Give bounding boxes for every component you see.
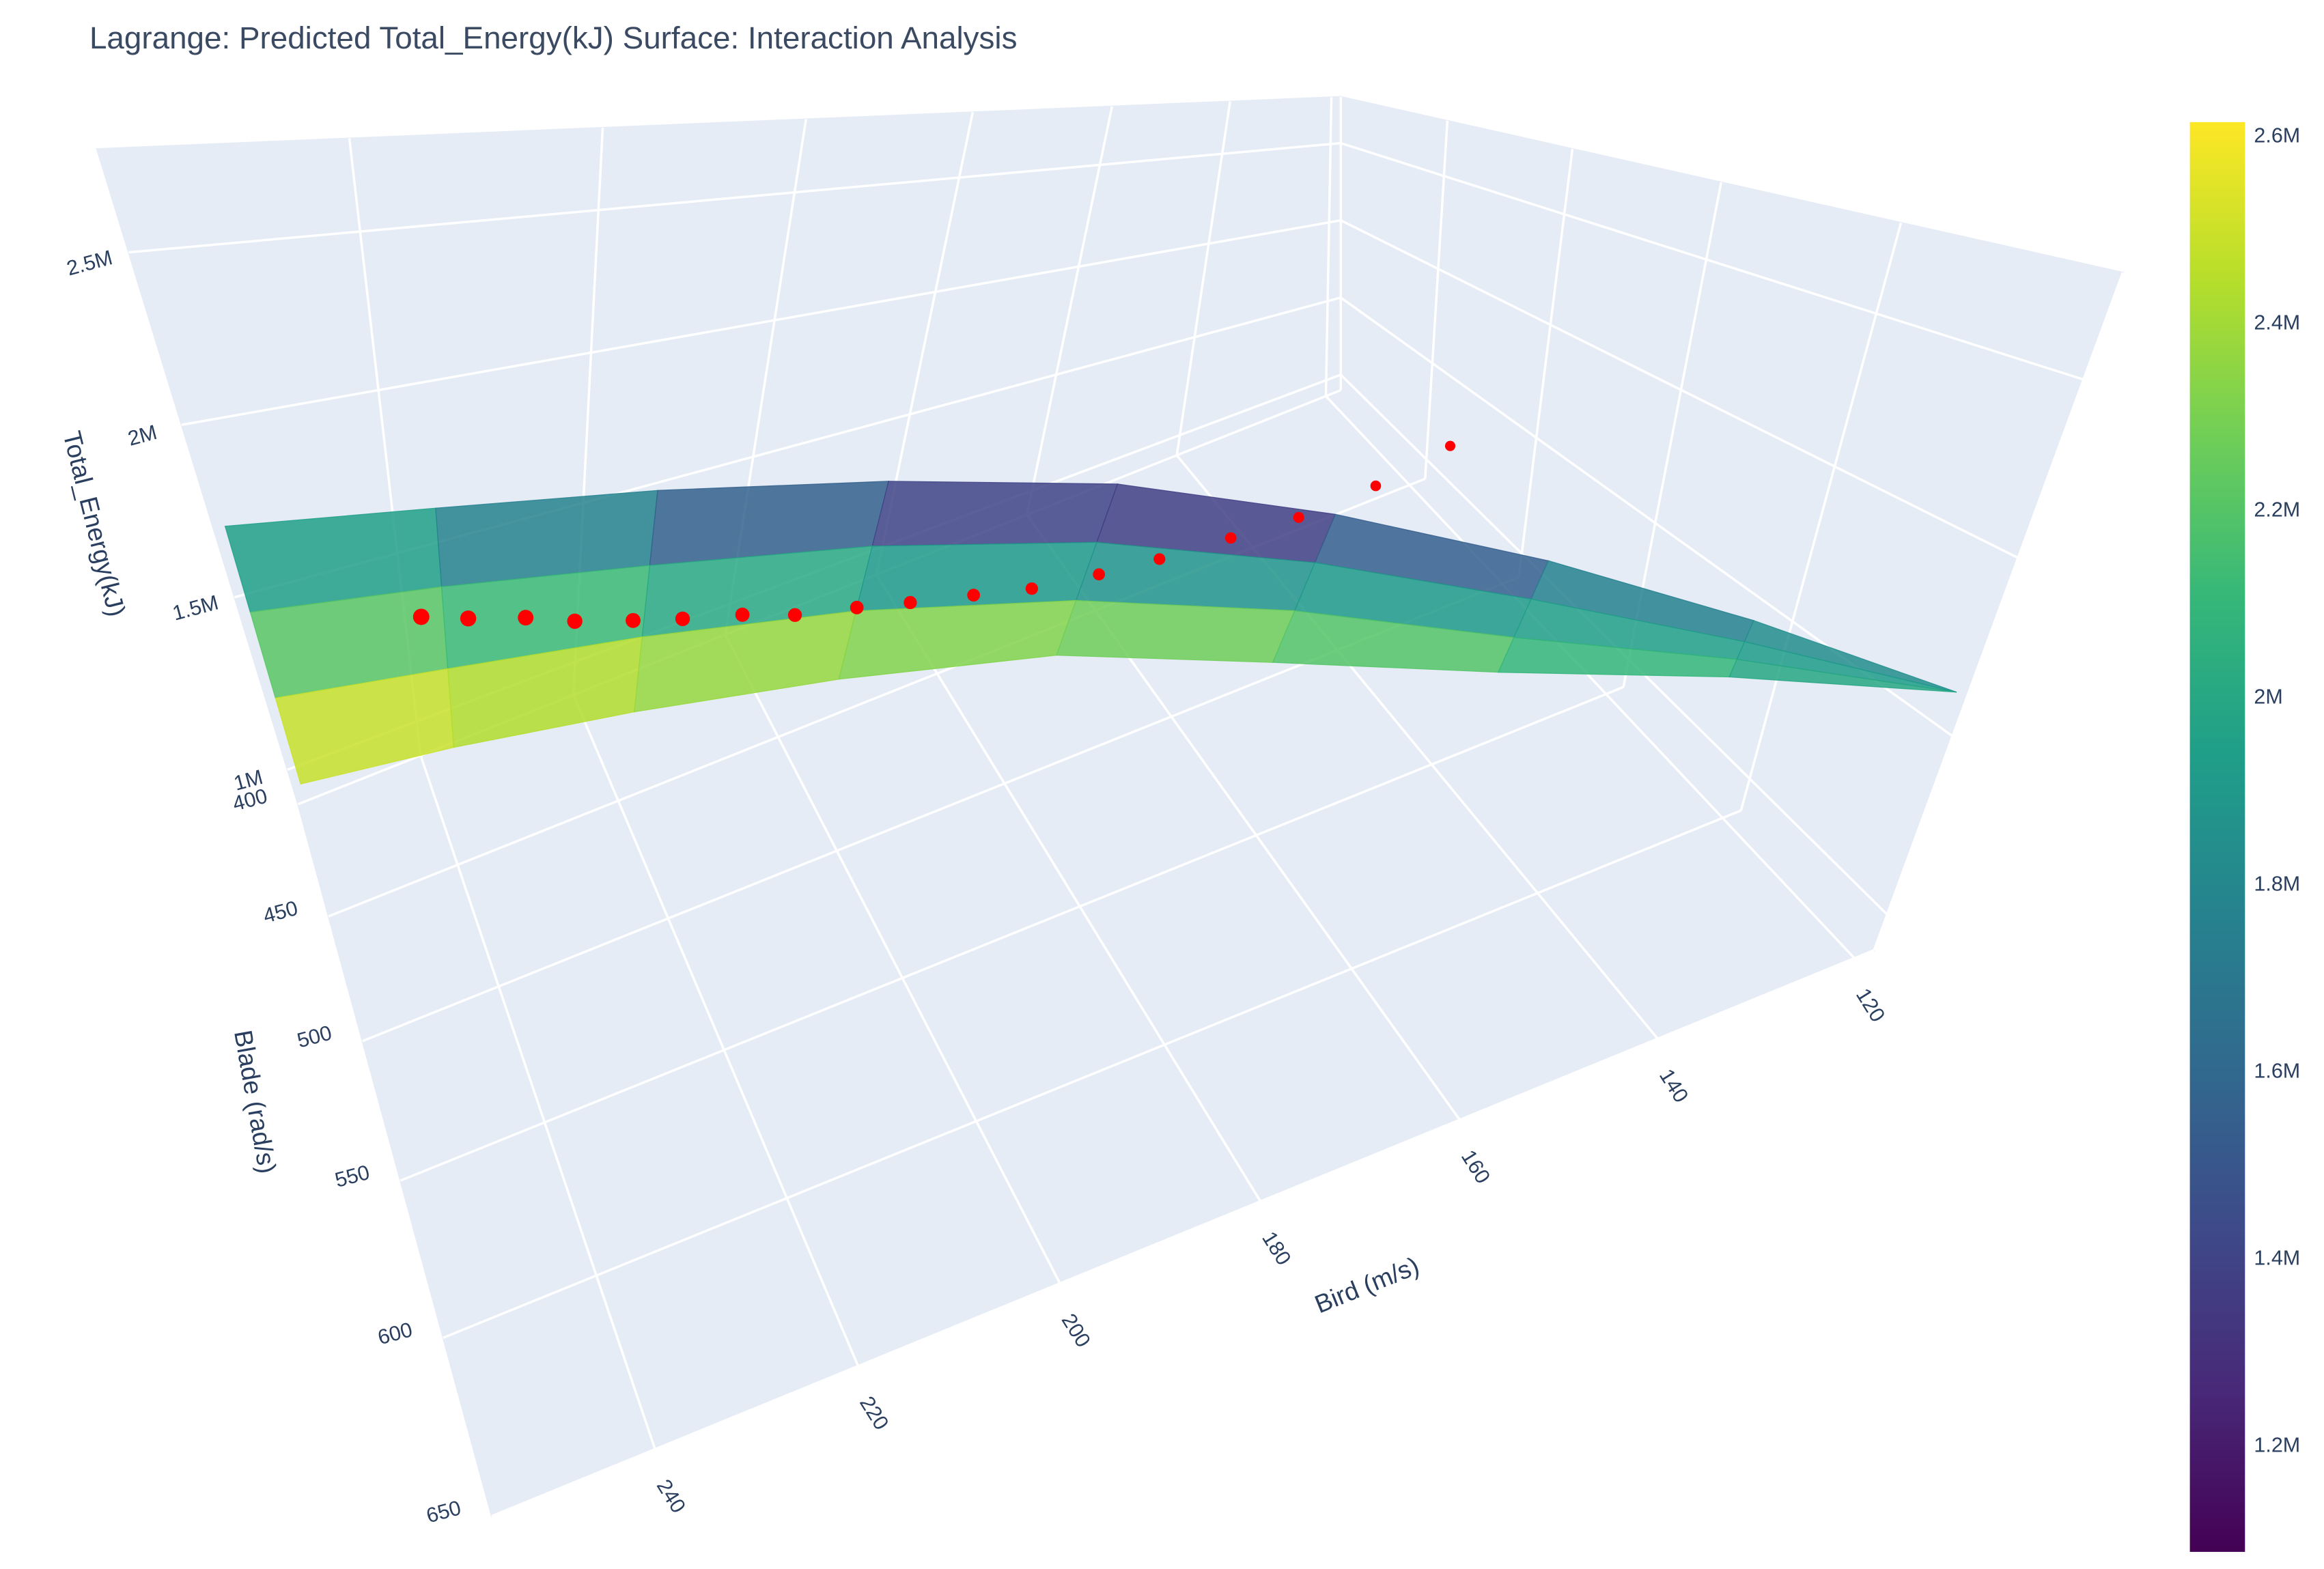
y-tick-label: 600 xyxy=(376,1318,415,1349)
scatter-point xyxy=(1224,532,1237,544)
grid-line xyxy=(1517,148,1574,578)
scatter-point xyxy=(850,600,864,614)
grid-line xyxy=(419,755,656,1450)
colorbar: 1.2M 1.4M 1.6M 1.8M 2M 2.2M 2.4M 2.6M xyxy=(2189,122,2300,1552)
x-tick-label: 240 xyxy=(652,1475,690,1517)
colorbar-tick-label: 2.6M xyxy=(2254,124,2300,147)
scatter-point xyxy=(967,589,981,602)
grid-line xyxy=(572,694,860,1367)
colorbar-tick-label: 1.4M xyxy=(2254,1246,2300,1269)
scatter-point xyxy=(904,595,917,610)
scatter-point xyxy=(675,611,690,627)
scene-walls xyxy=(96,96,2124,1518)
grid-line xyxy=(875,574,1262,1202)
scatter-point xyxy=(735,607,750,622)
z-tick-label: 1.5M xyxy=(170,591,221,625)
grid-line xyxy=(491,949,1875,1518)
grid-line xyxy=(1324,97,1333,397)
grid-line xyxy=(443,809,1741,1339)
scatter xyxy=(412,440,1456,630)
grid-line xyxy=(1325,395,1856,959)
colorbar-gradient xyxy=(2189,122,2245,1552)
z-tick-label: 2.5M xyxy=(64,246,115,280)
grid-line xyxy=(1739,222,1903,811)
scatter-point xyxy=(567,613,583,630)
scatter-point xyxy=(626,612,641,628)
y-tick-label: 450 xyxy=(261,896,300,928)
surface-patch xyxy=(1728,658,1957,693)
grid-line xyxy=(181,218,1341,426)
x-axis-title: Bird (m/s) xyxy=(1311,1251,1423,1318)
scatter-point xyxy=(1025,582,1038,595)
grid-line xyxy=(1340,141,2084,381)
surface-patch xyxy=(1056,599,1296,663)
colorbar-tick-label: 1.8M xyxy=(2254,872,2300,895)
scatter-point xyxy=(787,608,802,622)
x-tick-label: 120 xyxy=(1851,985,1890,1026)
grid-line xyxy=(724,634,1061,1284)
grid-line xyxy=(128,141,1341,254)
y-tick-label: 500 xyxy=(294,1021,334,1052)
scatter-point xyxy=(1293,511,1304,523)
colorbar-tick-label: 1.6M xyxy=(2254,1059,2300,1082)
colorbar-tick-label: 2.2M xyxy=(2254,498,2300,522)
colorbar-tick-label: 1.2M xyxy=(2254,1433,2300,1456)
grid-line xyxy=(1175,101,1231,456)
grid-line xyxy=(400,685,1624,1182)
scatter-point xyxy=(460,610,477,627)
scatter-point xyxy=(412,608,430,625)
scatter-point xyxy=(1153,553,1166,565)
x-tick-label: 160 xyxy=(1457,1146,1495,1187)
grid-line xyxy=(1340,219,2019,559)
colorbar-tick-label: 2M xyxy=(2254,685,2282,709)
y-axis-title: Blade (rad/s) xyxy=(229,1028,282,1175)
grid-line xyxy=(1424,120,1449,479)
scatter-point xyxy=(1444,440,1456,451)
scatter-point xyxy=(1370,480,1382,492)
z-axis-title: Total_Energy(kJ) xyxy=(57,428,131,619)
y-tick-label: 650 xyxy=(424,1496,464,1527)
colorbar-tick-label: 2.4M xyxy=(2254,311,2300,335)
x-tick-label: 140 xyxy=(1655,1065,1693,1107)
surface-patch xyxy=(871,481,1119,547)
x-tick-label: 180 xyxy=(1257,1228,1296,1269)
grid-line xyxy=(1026,106,1114,515)
surface xyxy=(224,481,1957,785)
x-tick-label: 200 xyxy=(1057,1310,1095,1351)
grid-line xyxy=(1873,272,2125,951)
scatter-point xyxy=(518,610,534,626)
x-tick-label: 220 xyxy=(855,1392,893,1434)
chart-title: Lagrange: Predicted Total_Energy(kJ) Sur… xyxy=(89,20,1018,55)
scatter-point xyxy=(1093,568,1105,581)
z-tick-label: 2M xyxy=(126,421,160,451)
y-tick-label: 550 xyxy=(333,1161,372,1192)
